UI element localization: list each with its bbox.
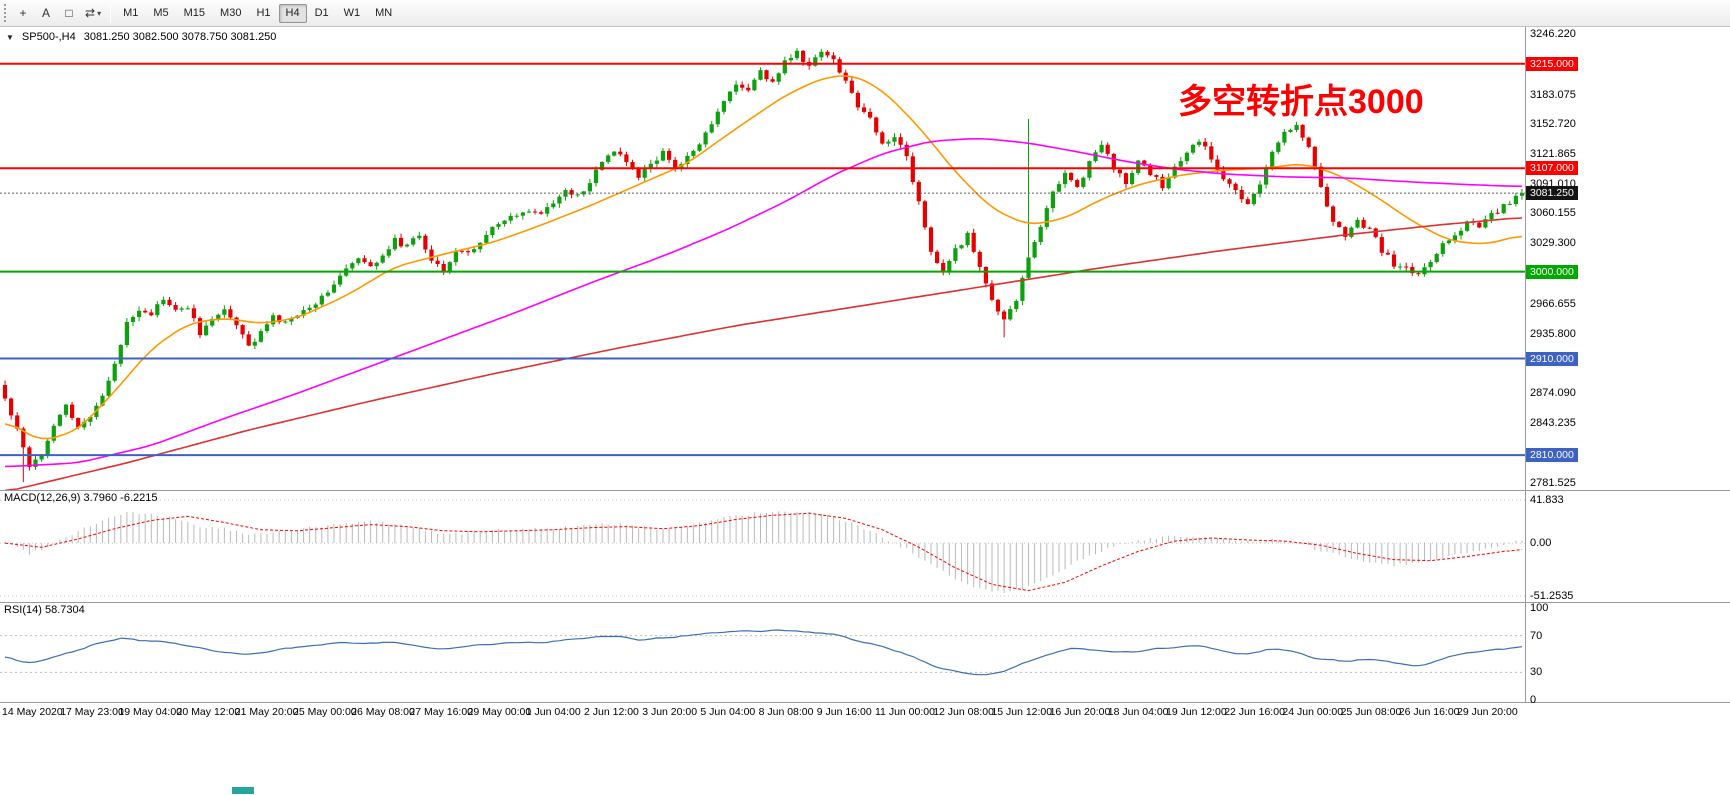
arrows-dropdown-icon-glyph: ⇄	[85, 6, 96, 20]
text-tool-icon[interactable]: A	[35, 3, 57, 24]
timeframe-button-h1[interactable]: H1	[249, 4, 277, 23]
timeframe-button-m5[interactable]: M5	[146, 4, 175, 23]
timeframe-button-m15[interactable]: M15	[177, 4, 212, 23]
rsi-line	[4, 629, 1523, 676]
ohlc-values: 3081.250 3082.500 3078.750 3081.250	[83, 31, 277, 43]
horizontal-lines[interactable]	[0, 62, 1525, 457]
toolbar: + A □ ⇄ ▾ M1 M5 M15 M30 H1 H4 D1 W1 MN	[0, 0, 1730, 27]
arrows-dropdown-icon[interactable]: ⇄ ▾	[81, 3, 105, 24]
crosshair-icon[interactable]: +	[12, 3, 34, 24]
timeframe-button-mn[interactable]: MN	[368, 4, 399, 23]
time-axis[interactable]	[0, 703, 1730, 721]
timeframe-button-m1[interactable]: M1	[116, 4, 145, 23]
symbol-title: SP500-,H4	[21, 31, 76, 43]
macd-signal-line	[4, 512, 1523, 592]
collapse-arrow-icon[interactable]: ▼	[6, 32, 14, 42]
chart-annotation: 多空转折点3000	[1178, 83, 1424, 121]
toolbar-separator	[110, 3, 112, 23]
timeframe-button-d1[interactable]: D1	[308, 4, 336, 23]
macd-histogram	[4, 511, 1523, 593]
timeframe-toolbar: M1 M5 M15 M30 H1 H4 D1 W1 MN	[116, 3, 399, 23]
rectangle-tool-icon[interactable]: □	[58, 3, 80, 24]
timeframe-button-m30[interactable]: M30	[213, 4, 248, 23]
mid-ma-line	[4, 138, 1523, 468]
price-axis[interactable]	[1526, 27, 1730, 703]
rectangle-tool-icon-glyph: □	[65, 6, 73, 20]
text-tool-icon-glyph: A	[41, 6, 50, 20]
macd-label: MACD(12,26,9) 3.7960 -6.2215	[4, 492, 158, 504]
toolbar-grip[interactable]	[4, 4, 8, 22]
dropdown-caret-icon: ▾	[97, 8, 102, 18]
timeframe-button-h4[interactable]: H4	[278, 3, 307, 23]
timeframe-button-w1[interactable]: W1	[337, 4, 368, 23]
drawing-tools-toolbar: + A □ ⇄ ▾	[12, 3, 105, 24]
crosshair-icon-glyph: +	[19, 6, 27, 20]
slow-ma-line	[4, 217, 1523, 492]
rsi-label: RSI(14) 58.7304	[4, 604, 85, 616]
candles[interactable]	[2, 47, 1525, 483]
symbol-info: ▼ SP500-,H4 3081.250 3082.500 3078.750 3…	[6, 31, 276, 43]
h-scrollbar-thumb[interactable]	[232, 787, 254, 794]
fast-ma-line	[4, 75, 1523, 440]
